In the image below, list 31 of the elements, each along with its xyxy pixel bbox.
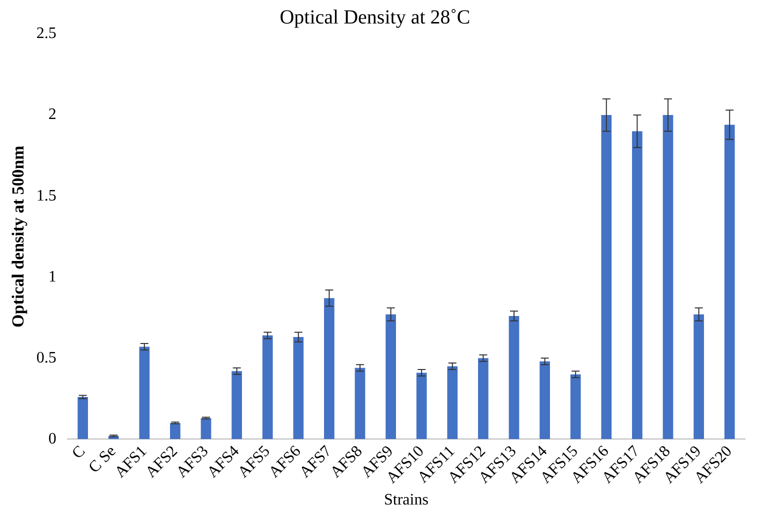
bar <box>170 422 180 440</box>
bar <box>416 372 427 440</box>
x-axis-title: Strains <box>384 492 428 509</box>
bar <box>478 358 488 440</box>
bar <box>540 361 550 440</box>
bar <box>694 314 704 440</box>
bar <box>632 131 642 440</box>
y-tick-label: 2.5 <box>36 25 56 42</box>
y-tick-label: 0 <box>48 430 56 448</box>
y-axis-title: Optical density at 500nm <box>8 146 28 328</box>
y-tick-label: 1.5 <box>36 187 56 204</box>
bar <box>508 316 520 440</box>
y-tick-label: 0.5 <box>36 349 56 366</box>
bar <box>262 335 273 440</box>
y-tick-label: 2 <box>48 106 56 124</box>
bar <box>354 368 366 440</box>
chart-title: Optical Density at 28˚C <box>280 6 470 28</box>
bar <box>662 115 674 440</box>
bar <box>200 418 212 440</box>
bar <box>447 366 458 440</box>
bar <box>386 314 396 440</box>
bar <box>324 298 334 440</box>
bar <box>724 124 735 440</box>
bar <box>601 115 612 440</box>
bar <box>570 374 581 440</box>
bar <box>232 371 242 440</box>
x-tick-label: C <box>69 442 89 462</box>
y-tick-label: 1 <box>48 268 56 286</box>
bar <box>293 337 304 440</box>
bar <box>78 397 88 440</box>
bar <box>139 346 150 440</box>
